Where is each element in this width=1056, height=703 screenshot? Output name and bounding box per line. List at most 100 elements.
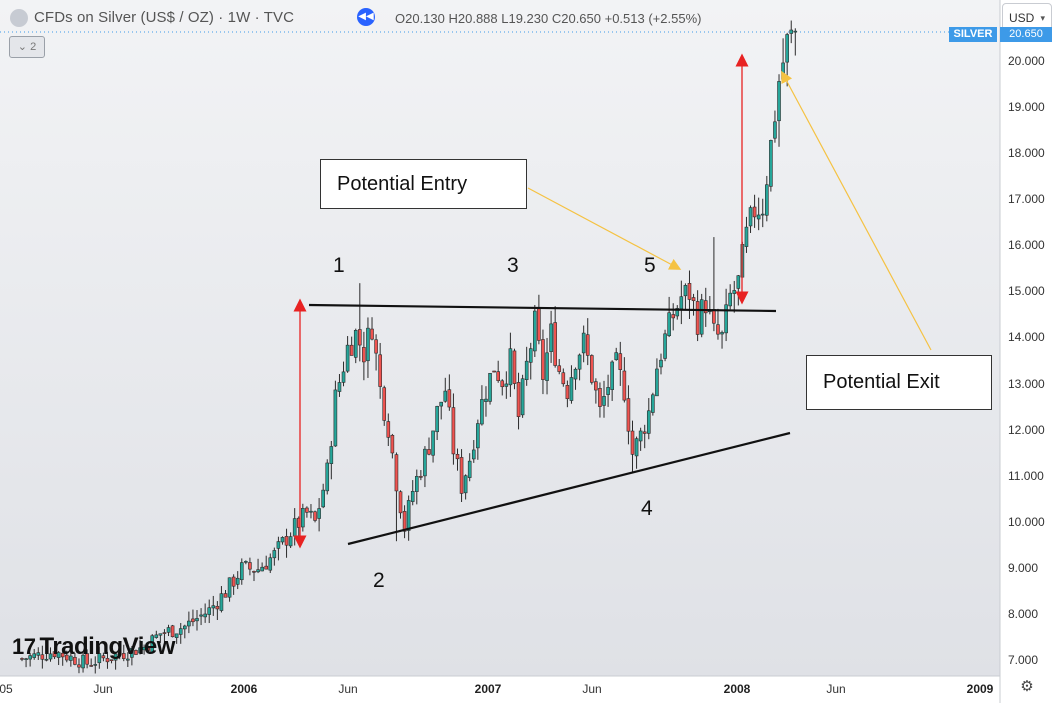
- candle-body: [414, 476, 419, 492]
- candle-body: [60, 652, 65, 658]
- candle-body: [712, 309, 716, 324]
- candle-body: [748, 207, 753, 227]
- candle-body: [48, 653, 53, 660]
- candle-body: [305, 507, 309, 513]
- candle-body: [598, 388, 602, 407]
- point-label-5: 5: [644, 254, 656, 277]
- candle-body: [231, 576, 236, 587]
- candle-body: [728, 292, 732, 307]
- candle-body: [219, 593, 224, 611]
- candle-body: [252, 571, 256, 573]
- price-tick-label: 11.000: [1008, 468, 1044, 483]
- candle-body: [317, 508, 321, 519]
- candle-body: [622, 370, 627, 401]
- candle-body: [569, 377, 574, 401]
- candle-body: [537, 308, 541, 341]
- candle-body: [427, 449, 431, 455]
- candle-body: [467, 460, 472, 478]
- candle-body: [447, 389, 452, 408]
- candle-body: [789, 29, 794, 34]
- candle-body: [496, 371, 500, 381]
- candle-body: [439, 401, 444, 407]
- candle-body: [455, 454, 460, 460]
- candle-body: [610, 361, 614, 390]
- candle-body: [158, 633, 163, 636]
- candle-body: [183, 625, 187, 630]
- candle-body: [406, 500, 411, 531]
- exit-pointer-arrow: [781, 70, 932, 351]
- candle-body: [146, 647, 150, 651]
- candle-body: [524, 360, 529, 380]
- price-tick-label: 18.000: [1008, 146, 1045, 161]
- candle-body: [614, 352, 619, 361]
- candle-body: [113, 653, 118, 661]
- candle-body: [512, 350, 517, 384]
- collapse-badge[interactable]: ⌄ 2: [9, 36, 45, 58]
- candle-body: [463, 475, 468, 494]
- candle-body: [325, 462, 330, 492]
- candle-body: [97, 653, 102, 664]
- price-tick-label: 13.000: [1008, 376, 1045, 391]
- candle-body: [646, 410, 651, 434]
- candle-body: [276, 541, 281, 549]
- candle-body: [20, 658, 24, 660]
- point-label-2: 2: [373, 569, 385, 592]
- candle-body: [752, 206, 757, 218]
- price-tick-label: 17.000: [1008, 192, 1045, 207]
- candle-body: [77, 664, 81, 668]
- candle-body: [756, 214, 761, 220]
- time-tick-label: Jun: [826, 682, 846, 696]
- candle-body: [471, 449, 476, 460]
- candle-body: [390, 434, 395, 454]
- candle-body: [178, 628, 183, 635]
- gear-icon[interactable]: ⚙: [1020, 678, 1034, 695]
- price-tick-label: 19.000: [1008, 100, 1045, 115]
- candle-body: [606, 387, 610, 395]
- candle-body: [431, 430, 435, 456]
- entry-callout: Potential Entry: [320, 159, 527, 209]
- candle-body: [353, 329, 358, 358]
- candle-body: [785, 34, 789, 63]
- candle-body: [134, 650, 138, 655]
- candle-body: [40, 654, 45, 660]
- candle-body: [235, 577, 240, 585]
- point-label-1: 1: [333, 254, 345, 277]
- point-label-4: 4: [641, 497, 653, 520]
- price-tick-label: 12.000: [1008, 422, 1045, 437]
- candle-body: [309, 510, 313, 513]
- candle-body: [93, 664, 98, 666]
- price-tick-label: 9.000: [1008, 560, 1039, 575]
- candle-body: [760, 213, 765, 216]
- candle-body: [191, 618, 195, 623]
- candle-body: [508, 348, 513, 386]
- candle-body: [589, 355, 594, 383]
- currency-select[interactable]: USD ▾: [1002, 3, 1052, 31]
- candle-body: [516, 382, 521, 417]
- candle-body: [573, 368, 578, 380]
- candle-body: [321, 489, 325, 508]
- candle-body: [337, 382, 342, 392]
- exit-callout: Potential Exit: [806, 355, 992, 410]
- price-tick-label: 8.000: [1008, 606, 1039, 621]
- candle-body: [130, 647, 134, 658]
- candle-body: [374, 339, 378, 354]
- candle-body: [585, 334, 590, 356]
- candle-body: [223, 593, 228, 598]
- symbol-title[interactable]: CFDs on Silver (US$ / OZ) · 1W · TVC: [34, 9, 295, 26]
- candle-body: [105, 658, 110, 663]
- candle-body: [687, 283, 692, 300]
- candle-body: [239, 562, 244, 581]
- candle-body: [549, 323, 553, 352]
- candle-body: [651, 394, 655, 413]
- candle-body: [561, 372, 566, 385]
- candle-body: [386, 421, 391, 438]
- price-tick-label: 7.000: [1008, 653, 1039, 667]
- rewind-icon[interactable]: ◀◀: [357, 8, 375, 26]
- candle-body: [358, 329, 362, 346]
- candle-body: [459, 457, 464, 494]
- candle-body: [679, 296, 684, 310]
- candle-body: [256, 569, 260, 573]
- candle-body: [69, 655, 73, 661]
